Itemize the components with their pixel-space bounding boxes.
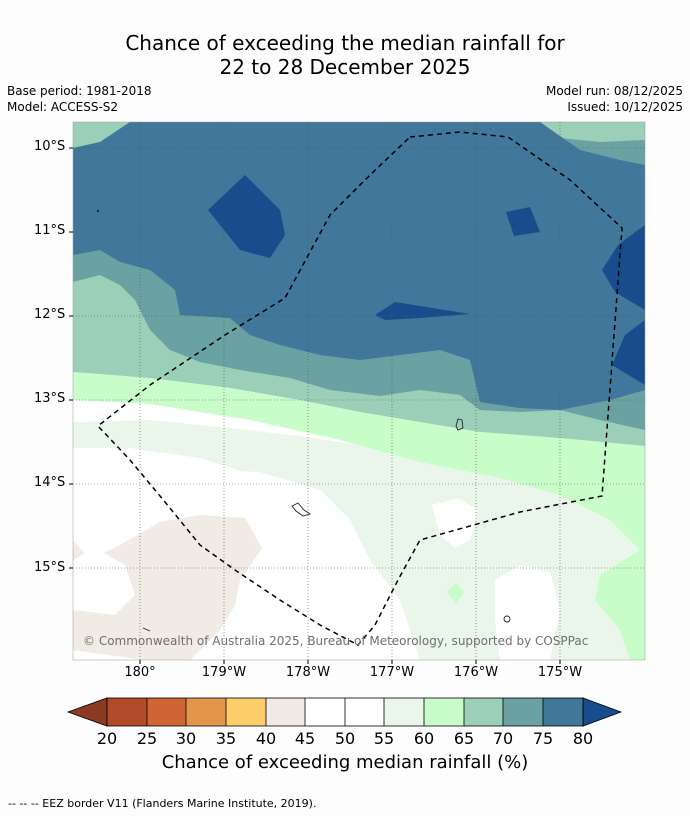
colorbar-segment [464,698,503,726]
lon-label-180: 180° [124,665,156,680]
colorbar-tick: 30 [175,729,197,748]
lat-label-11s: 11°S [34,223,66,238]
colorbar-segment [226,698,266,726]
chart-title-line2: 22 to 28 December 2025 [219,55,471,79]
model-name: Model: ACCESS-S2 [7,100,119,114]
colorbar-tick: 50 [334,729,356,748]
colorbar-tick: 35 [215,729,237,748]
copyright-notice: © Commonwealth of Australia 2025, Bureau… [83,634,589,648]
lat-label-13s: 13°S [34,391,66,406]
colorbar-tick: 75 [532,729,554,748]
colorbar-tick: 40 [255,729,277,748]
lon-label-176w: 176°W [453,665,499,680]
colorbar-tick: 55 [373,729,395,748]
island-outline [503,615,511,623]
contour-75-80 [73,122,645,410]
colorbar-frame [106,697,584,727]
colorbar-tick: 60 [413,729,435,748]
lat-label-15s: 15°S [34,560,66,575]
colorbar-segment [543,698,583,726]
colorbar-tick: 80 [572,729,594,748]
contour-45-50 [73,548,135,615]
contour-45-50 [73,470,370,660]
colorbar-tick: 65 [453,729,475,748]
colorbar-tick: 25 [136,729,158,748]
lon-label-178w: 178°W [285,665,331,680]
contour-45-50 [432,498,478,548]
eez-border [96,131,623,646]
map-frame [72,121,646,661]
lat-label-12s: 12°S [34,307,66,322]
contour-above-80 [375,302,470,320]
colorbar-segment [503,698,543,726]
contour-60-65 [447,582,464,604]
colorbar [66,697,623,727]
chart-title-line1: Chance of exceeding the median rainfall … [125,31,565,55]
colorbar-segment [345,698,384,726]
colorbar-segment [424,698,464,726]
contour-40-45 [73,515,262,660]
island-outline [455,418,464,431]
colorbar-tick: 70 [492,729,514,748]
map-gridlines [73,122,645,660]
contour-above-80 [506,207,540,236]
colorbar-title: Chance of exceeding median rainfall (%) [161,752,529,773]
colorbar-segment [305,698,345,726]
base-period: Base period: 1981-2018 [7,84,152,98]
island-dot [97,210,99,212]
model-run: Model run: 08/12/2025 [545,84,683,98]
island-outline [142,627,151,632]
contour-above-80 [612,320,645,385]
contour-above-80 [208,175,285,258]
contour-45-50 [495,565,560,660]
lon-label-175w: 175°W [537,665,583,680]
colorbar-segment [107,698,147,726]
issued-date: Issued: 10/12/2025 [567,100,683,114]
colorbar-tick: 20 [96,729,118,748]
colorbar-segment [147,698,186,726]
island-outline [291,502,312,517]
colorbar-extend-high [582,697,623,727]
eez-footnote: -- -- -- EEZ border V11 (Flanders Marine… [8,797,317,810]
colorbar-segment [266,698,305,726]
colorbar-extend-low [66,697,108,727]
contour-above-80 [602,225,645,310]
colorbar-tick: 45 [294,729,316,748]
lon-label-179w: 179°W [201,665,247,680]
contour-60-65 [73,372,645,660]
rainfall-contours [73,122,645,660]
axis-ticks [69,147,561,664]
lat-label-10s: 10°S [34,139,66,154]
lat-label-14s: 14°S [34,475,66,490]
colorbar-segment [384,698,424,726]
lon-label-177w: 177°W [369,665,415,680]
colorbar-segment [186,698,226,726]
